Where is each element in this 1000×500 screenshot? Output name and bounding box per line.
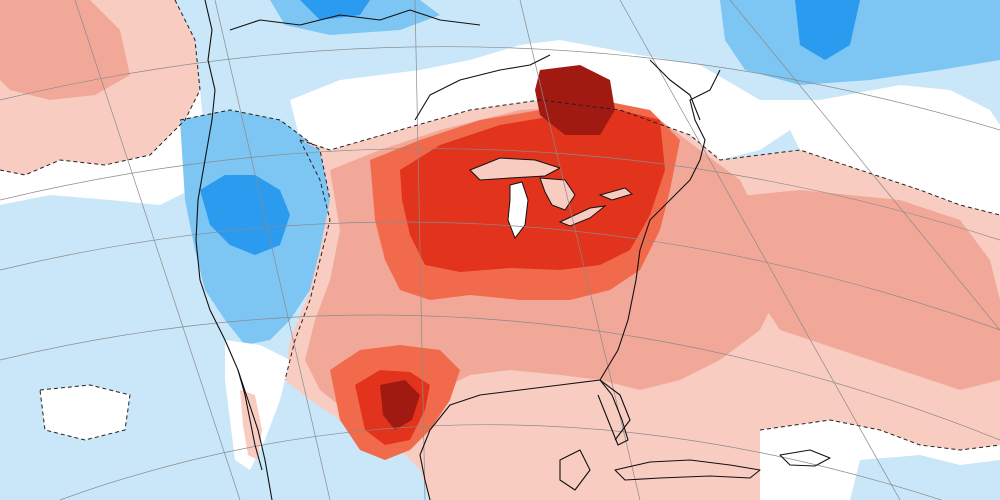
cold-region-pacific-south [0, 280, 45, 330]
coastline-yucatan [559, 449, 591, 491]
latitude-line [59, 424, 943, 500]
cold-strong-west [200, 175, 290, 255]
latitude-line [0, 314, 1000, 441]
coastline-mexico-south [419, 429, 431, 500]
contour-west [0, 0, 201, 176]
warm-region-moderate-atlantic [700, 190, 1000, 390]
coastline-gulf [429, 379, 631, 441]
coastline-baja [237, 369, 263, 471]
contour-southwest [39, 384, 131, 441]
neutral-patch-mexico [225, 340, 290, 470]
cold-region-greenland [720, 0, 1000, 85]
longitude-line [214, 0, 331, 500]
contour-caribbean [759, 419, 1000, 451]
contour-west-south [284, 139, 331, 381]
lake-erie [558, 205, 607, 227]
neutral-band-atlantic-north [760, 85, 1000, 215]
coastline-atlantic [599, 69, 721, 381]
coastlines [195, 0, 831, 500]
lake-ontario [598, 187, 634, 201]
coastline-pacific [195, 0, 273, 500]
lake-superior [469, 157, 562, 181]
longitude-line [729, 0, 1000, 331]
latitude-line [0, 46, 1000, 131]
latitude-line [0, 148, 1000, 241]
cold-patch-caribbean [850, 455, 1000, 500]
longitude-line [414, 0, 426, 500]
latitude-line [0, 221, 1000, 331]
cold-strong-arctic [300, 0, 370, 20]
warm-region-extreme-north [535, 65, 615, 135]
longitude-line [74, 0, 241, 500]
longitude-line [519, 0, 641, 500]
warm-region-extreme-south [380, 380, 420, 430]
warm-region-northwest-inner [0, 0, 130, 100]
neutral-band-west [0, 90, 205, 205]
lake-michigan [507, 181, 529, 240]
coastline-arctic [229, 9, 481, 31]
warm-region-very-strong [400, 110, 665, 272]
longitude-line [619, 0, 901, 500]
coastline-labrador [649, 59, 701, 121]
neutral-patch-southwest [40, 385, 130, 440]
contour-cold-west [179, 109, 331, 201]
coastline-cuba [614, 459, 761, 481]
coastline-hudson [414, 54, 551, 121]
cold-strong-greenland-core [795, 0, 860, 60]
contour-central [299, 99, 1000, 216]
lake-huron [539, 177, 576, 211]
coastline-hispaniola [779, 449, 831, 467]
coastline-florida [597, 379, 629, 446]
